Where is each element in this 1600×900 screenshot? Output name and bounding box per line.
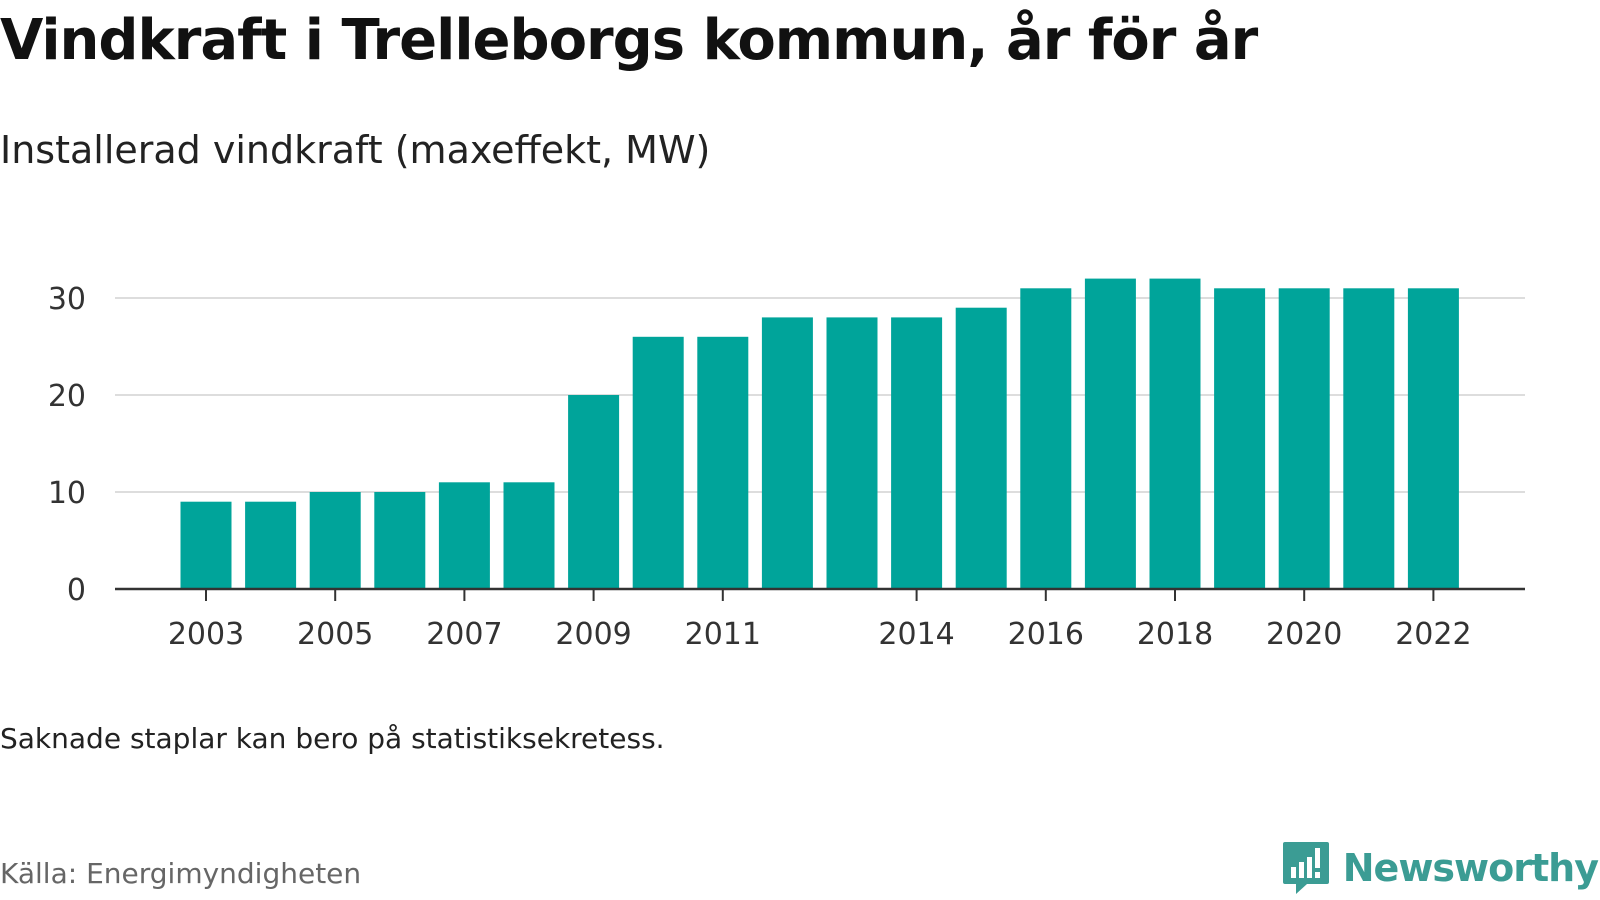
bar-chart: 0 10 20 30 2003 2005 2007 2009 2011 2014 2016 2018… [48,278,1525,652]
bar-2011 [697,336,749,589]
x-tick-label: 2016 [1008,617,1084,652]
y-tick-label: 10 [48,476,86,511]
x-tick-label: 2007 [426,617,502,652]
bar-chart-logo-icon [1282,842,1329,894]
bar-2009 [568,395,620,589]
x-tick-label: 2009 [555,617,631,652]
bar-2008 [503,482,555,589]
bar-2007 [438,482,490,589]
y-tick-label: 20 [48,379,86,414]
source-credit: Källa: Energimyndigheten [0,857,362,890]
y-tick-label: 0 [67,573,86,608]
bars [180,278,1459,589]
bar-2020 [1278,288,1330,589]
bar-2018 [1149,278,1201,589]
bar-2016 [1020,288,1072,589]
bar-2012 [761,317,813,589]
chart-subtitle: Installerad vindkraft (maxeffekt, MW) [0,128,711,172]
x-tick-label: 2003 [168,617,244,652]
bar-2022 [1407,288,1459,589]
bar-2014 [891,317,943,589]
x-axis-labels: 2003 2005 2007 2009 2011 2014 2016 2018 2020 2022 [168,617,1472,652]
y-tick-label: 30 [48,282,86,317]
bar-2021 [1343,288,1395,589]
x-tick-label: 2022 [1395,617,1471,652]
bar-2010 [632,336,684,589]
bar-2003 [180,501,232,589]
x-tick-label: 2005 [297,617,373,652]
x-tick-label: 2011 [685,617,761,652]
y-axis-labels: 0 10 20 30 [48,282,86,608]
bar-2006 [374,492,426,589]
x-tick-label: 2020 [1266,617,1342,652]
bar-2019 [1214,288,1266,589]
brand-name: Newsworthy [1342,846,1599,890]
x-tick-label: 2014 [878,617,954,652]
bar-2015 [955,307,1007,589]
bar-2004 [245,501,297,589]
chart-note: Saknade staplar kan bero på statistiksek… [0,722,665,755]
bar-2005 [309,492,361,589]
bar-2013 [826,317,878,589]
x-axis [115,587,1525,601]
bar-2017 [1084,278,1136,589]
chart-title: Vindkraft i Trelleborgs kommun, år för å… [0,8,1258,73]
x-tick-label: 2018 [1137,617,1213,652]
brand-logo: Newsworthy [1281,840,1599,896]
